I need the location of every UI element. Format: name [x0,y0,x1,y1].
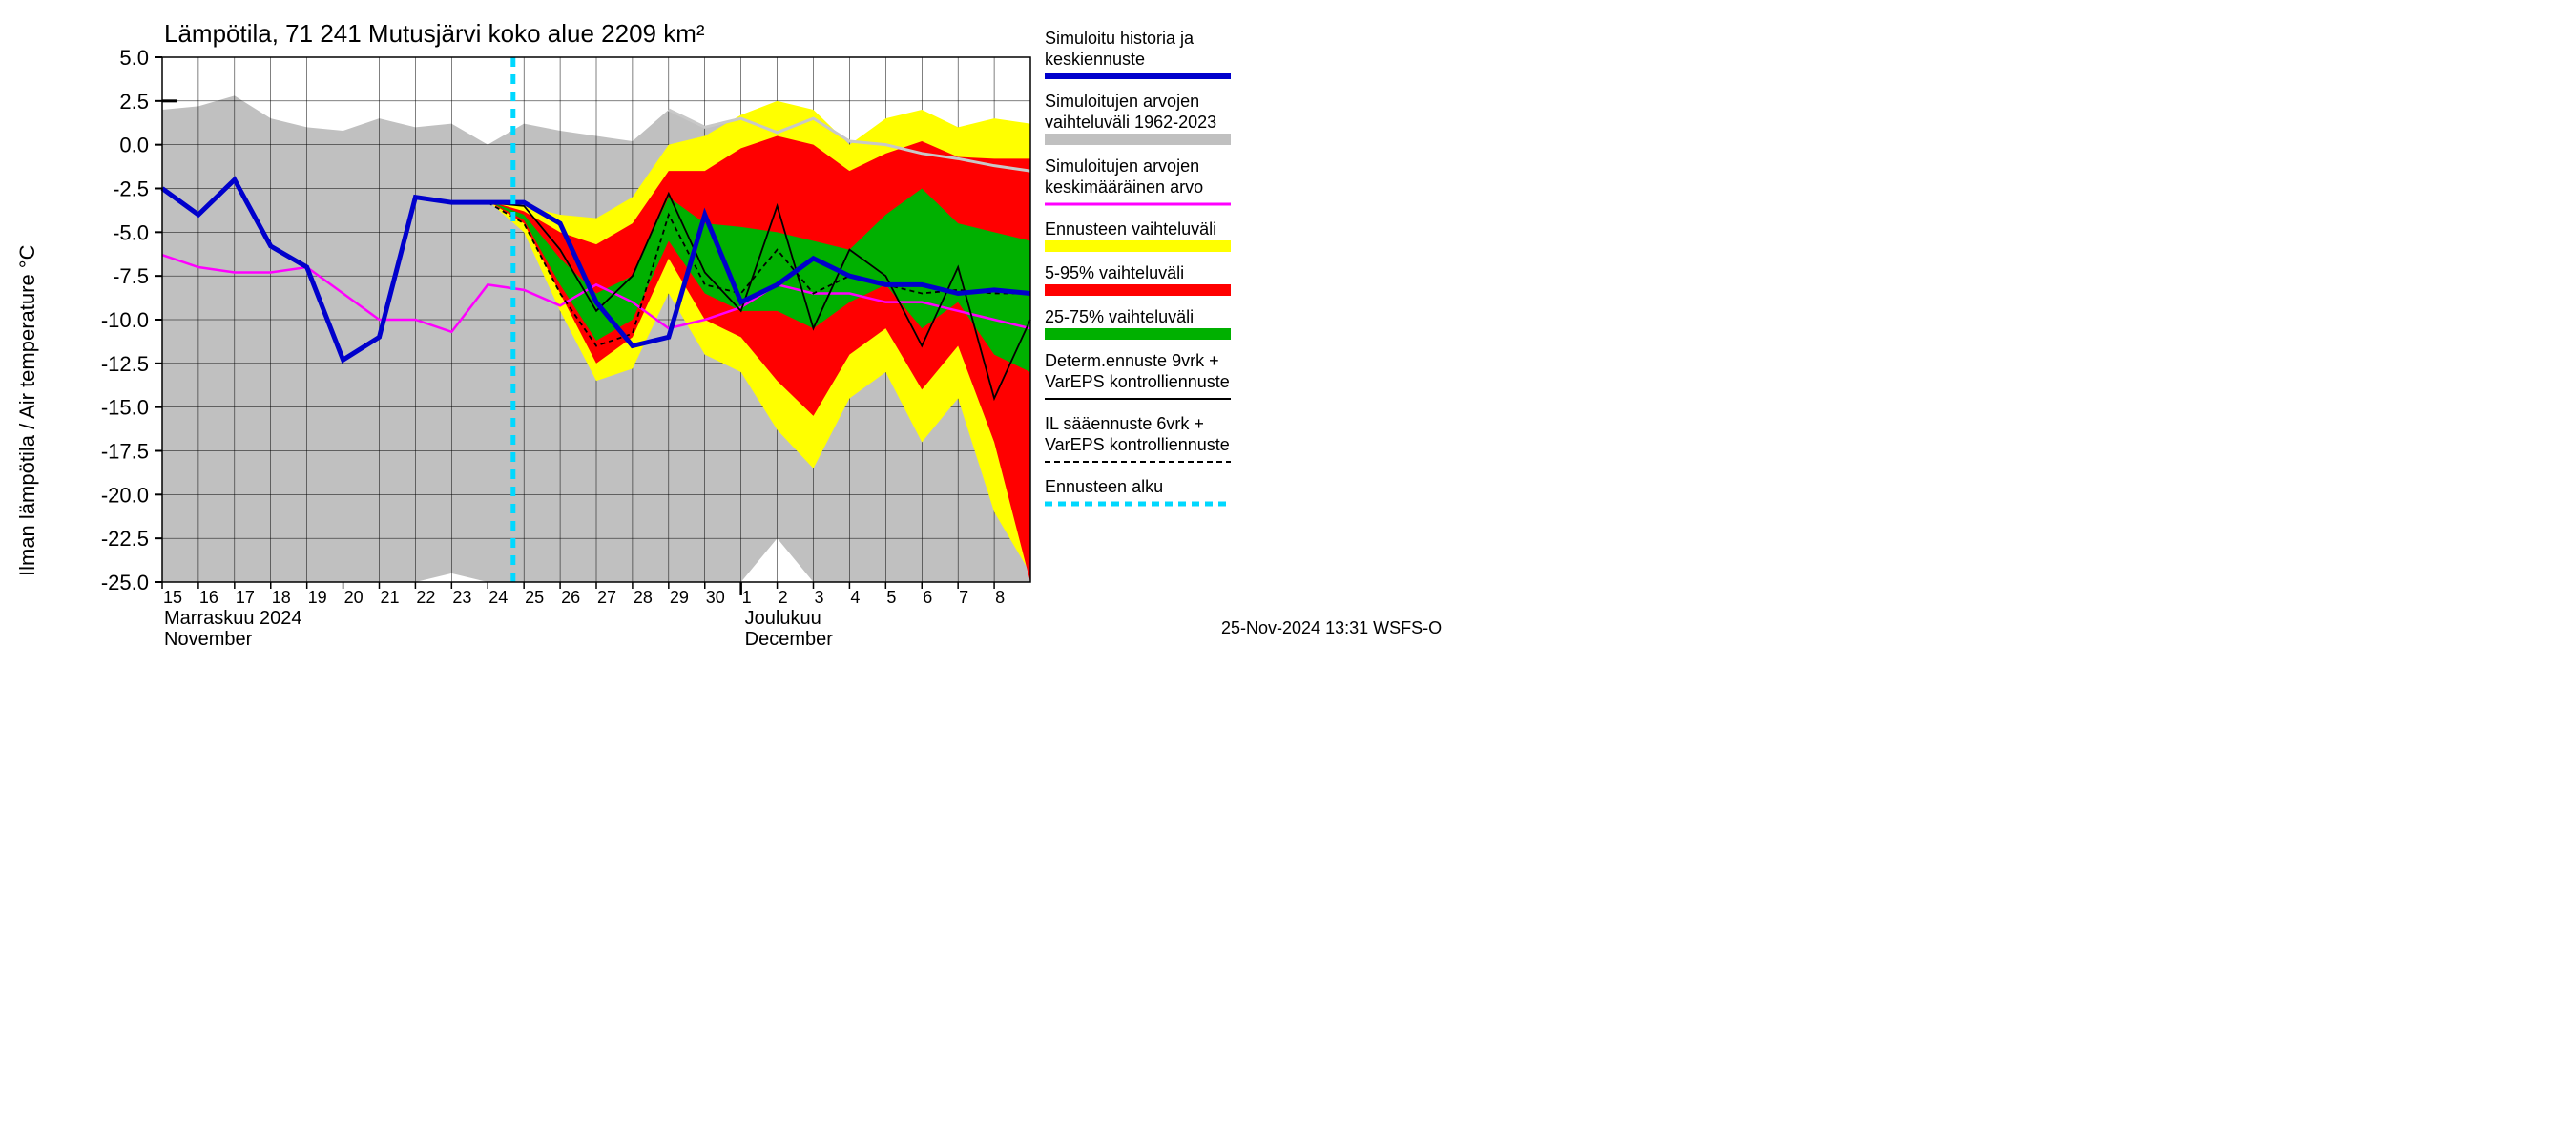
y-tick-label: -12.5 [101,352,149,376]
x-tick-label: 24 [488,588,508,607]
legend-label: VarEPS kontrolliennuste [1045,435,1230,454]
y-tick-label: 0.0 [119,134,149,157]
x-tick-label: 5 [886,588,896,607]
x-tick-label: 27 [597,588,616,607]
x-tick-label: 17 [236,588,255,607]
x-tick-label: 23 [452,588,471,607]
y-tick-label: -7.5 [113,264,149,288]
x-tick-label: 4 [850,588,860,607]
x-tick-label: 7 [959,588,968,607]
x-tick-label: 25 [525,588,544,607]
legend-swatch [1045,284,1231,296]
legend-label: Simuloitujen arvojen [1045,92,1199,111]
y-tick-label: -10.0 [101,308,149,332]
month-label-2a: Joulukuu [745,608,821,629]
x-tick-label: 16 [199,588,218,607]
month-label-2b: December [745,629,834,650]
x-tick-label: 20 [344,588,364,607]
legend-swatch [1045,328,1231,340]
chart-title: Lämpötila, 71 241 Mutusjärvi koko alue 2… [164,19,705,48]
x-tick-label: 8 [995,588,1005,607]
y-tick-label: -25.0 [101,571,149,594]
legend-label: Ennusteen alku [1045,477,1163,496]
y-tick-label: -2.5 [113,177,149,201]
month-label-1b: November [164,629,253,650]
temperature-forecast-chart: 5.0 2.5 0.0 -2.5 -5.0 -7.5 -10.0 -12.5 -15.0 -17.… [0,0,1460,668]
y-axis-label: Ilman lämpötila / Air temperature °C [15,244,39,576]
legend-label: keskiennuste [1045,50,1145,69]
y-tick-label: -22.5 [101,527,149,551]
legend-label: Determ.ennuste 9vrk + [1045,351,1219,370]
x-tick-label: 15 [163,588,182,607]
legend-label: Simuloitujen arvojen [1045,156,1199,176]
legend-label: 5-95% vaihteluväli [1045,263,1184,282]
y-tick-label: 2.5 [119,90,149,114]
y-tick-label: -15.0 [101,396,149,420]
legend-swatch [1045,134,1231,145]
legend-label: IL sääennuste 6vrk + [1045,414,1204,433]
legend-swatch [1045,240,1231,252]
x-tick-label: 18 [272,588,291,607]
month-label-1a: Marraskuu 2024 [164,608,302,629]
legend-label: VarEPS kontrolliennuste [1045,372,1230,391]
legend-label: keskimääräinen arvo [1045,177,1203,197]
y-tick-label: -5.0 [113,220,149,244]
x-tick-label: 29 [670,588,689,607]
x-tick-label: 21 [381,588,400,607]
x-tick-label: 30 [706,588,725,607]
legend-label: Simuloitu historia ja [1045,29,1195,48]
y-tick-label: -20.0 [101,483,149,507]
legend-label: Ennusteen vaihteluväli [1045,219,1216,239]
footer-timestamp: 25-Nov-2024 13:31 WSFS-O [1221,618,1442,637]
x-tick-label: 19 [308,588,327,607]
x-tick-label: 3 [815,588,824,607]
legend-label: vaihteluväli 1962-2023 [1045,113,1216,132]
x-tick-label: 22 [416,588,435,607]
x-tick-label: 6 [923,588,932,607]
y-tick-label: 5.0 [119,46,149,70]
x-tick-label: 26 [561,588,580,607]
legend-label: 25-75% vaihteluväli [1045,307,1194,326]
x-tick-label: 2 [779,588,788,607]
x-tick-label: 1 [742,588,752,607]
x-tick-label: 28 [634,588,653,607]
y-tick-label: -17.5 [101,440,149,464]
